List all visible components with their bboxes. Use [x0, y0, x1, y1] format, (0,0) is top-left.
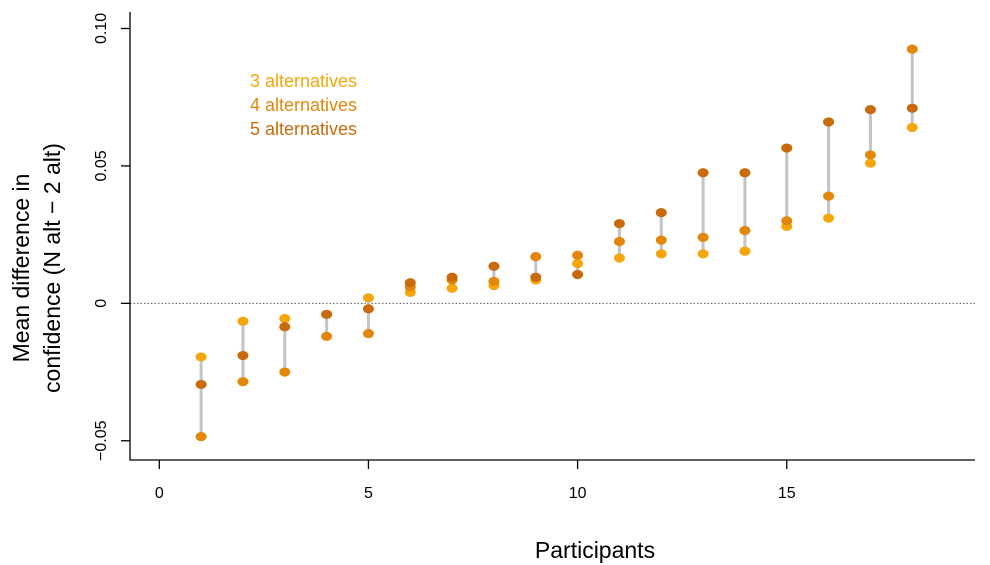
point-series-4-alt: [530, 252, 542, 262]
point-series-3-alt: [195, 352, 207, 362]
y-axis-ticks: −0.05 0 0.05 0.10: [93, 13, 130, 461]
point-series-3-alt: [446, 283, 458, 293]
y-tick-label: −0.05: [93, 420, 110, 461]
legend-entry: 3 alternatives: [250, 71, 357, 91]
point-series-4-alt: [237, 377, 249, 387]
point-series-5-alt: [321, 309, 333, 319]
y-tick-label: 0.10: [93, 13, 110, 44]
x-tick-label: 15: [778, 485, 796, 502]
point-series-3-alt: [362, 293, 374, 303]
point-series-4-alt: [279, 367, 291, 377]
point-series-5-alt: [655, 208, 667, 218]
point-series-3-alt: [279, 313, 291, 324]
legend-entry: 5 alternatives: [250, 119, 357, 139]
point-series-4-alt: [781, 216, 793, 226]
point-series-5-alt: [195, 379, 207, 390]
legend: 3 alternatives 4 alternatives 5 alternativ…: [250, 71, 357, 139]
point-series-5-alt: [279, 322, 291, 332]
point-series-4-alt: [906, 44, 918, 54]
point-series-5-alt: [864, 104, 876, 115]
point-series-3-alt: [697, 249, 709, 259]
point-series-4-alt: [823, 191, 835, 201]
point-series-5-alt: [404, 278, 416, 288]
point-series-3-alt: [906, 122, 918, 133]
legend-entry: 4 alternatives: [250, 95, 357, 115]
point-series-5-alt: [237, 350, 249, 361]
point-series-3-alt: [864, 158, 876, 168]
x-tick-label: 10: [569, 485, 587, 502]
x-tick-label: 0: [155, 485, 164, 502]
point-series-5-alt: [613, 219, 625, 229]
point-series-4-alt: [697, 232, 709, 242]
y-tick-label: 0: [93, 299, 110, 308]
point-series-5-alt: [781, 143, 793, 153]
point-series-5-alt: [697, 168, 709, 178]
axis-frame: [129, 12, 975, 461]
x-axis-ticks: 0 5 10 15: [155, 460, 796, 502]
y-tick-label: 0.05: [93, 150, 110, 181]
point-series-4-alt: [488, 276, 500, 286]
point-series-4-alt: [655, 235, 667, 245]
point-series-3-alt: [613, 253, 625, 263]
y-axis-title-line-2: confidence (N alt − 2 alt): [39, 143, 65, 393]
point-series-5-alt: [906, 103, 918, 113]
point-series-5-alt: [572, 269, 584, 280]
point-series-4-alt: [739, 225, 751, 236]
point-series-4-alt: [864, 150, 876, 160]
point-series-4-alt: [572, 250, 584, 260]
point-series-5-alt: [488, 261, 500, 271]
point-series-5-alt: [446, 272, 458, 282]
point-series-4-alt: [362, 328, 374, 339]
point-series-3-alt: [655, 249, 667, 259]
point-series-4-alt: [195, 432, 207, 442]
point-series-3-alt: [237, 316, 249, 326]
point-series-5-alt: [530, 272, 542, 282]
point-series-3-alt: [572, 258, 584, 269]
data-points: [195, 44, 918, 442]
x-tick-label: 5: [364, 485, 373, 502]
point-series-3-alt: [739, 246, 751, 256]
point-series-4-alt: [613, 236, 625, 247]
point-series-3-alt: [823, 213, 835, 223]
point-series-5-alt: [362, 304, 374, 314]
y-axis-title: Mean difference in confidence (N alt − 2…: [8, 143, 65, 393]
point-series-5-alt: [823, 117, 835, 127]
point-series-4-alt: [321, 331, 333, 341]
point-series-5-alt: [739, 168, 751, 178]
y-axis-title-line-1: Mean difference in: [8, 174, 34, 363]
x-axis-title: Participants: [535, 537, 655, 563]
